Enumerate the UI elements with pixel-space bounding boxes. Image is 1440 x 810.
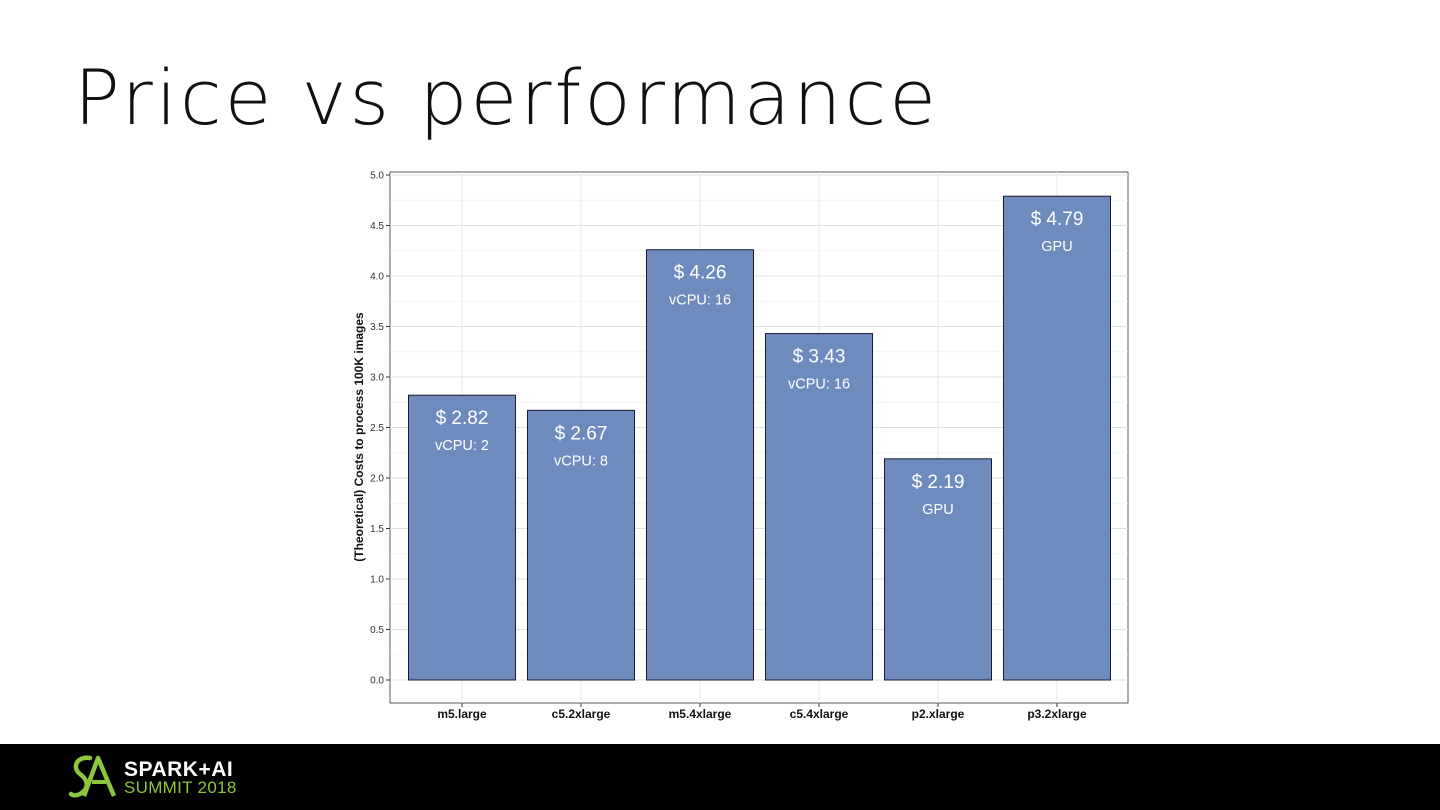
bar-sub-label: vCPU: 16 (669, 293, 731, 309)
footer-bar: SPARK+AI SUMMIT 2018 (0, 744, 1440, 810)
y-tick-label: 2.0 (370, 474, 384, 485)
bar-value-label: $ 4.79 (1031, 209, 1084, 230)
bar-value-label: $ 2.19 (912, 472, 965, 493)
bar-sub-label: GPU (922, 502, 953, 518)
slide-title: Price vs performance (74, 53, 940, 142)
y-tick-label: 3.5 (370, 322, 384, 333)
bar-c5.4xlarge (765, 333, 873, 681)
bar-value-label: $ 3.43 (793, 347, 846, 368)
axis-layer: 0.0 0.5 1.0 1.5 2.0 2.5 3.0 3.5 4.0 4.5 5.0 m5.larg… (352, 171, 1087, 722)
bar-c5.2xlarge (527, 409, 635, 681)
bar-value-label: $ 4.26 (674, 263, 727, 284)
y-tick-label: 0.5 (370, 625, 384, 636)
x-tick-label: m5.large (437, 707, 487, 721)
y-tick-label: 3.0 (370, 373, 384, 384)
bar-sub-label: vCPU: 8 (554, 453, 608, 469)
bar-m5.4xlarge (646, 249, 754, 681)
x-tick-label: c5.2xlarge (552, 707, 611, 721)
bar-value-label: $ 2.82 (436, 408, 489, 429)
bar-p3.2xlarge (1003, 195, 1111, 681)
y-axis-label: (Theoretical) Costs to process 100K imag… (352, 312, 366, 562)
bar-sub-label: vCPU: 2 (435, 438, 489, 454)
bar-value-label: $ 2.67 (555, 423, 608, 444)
x-tick-label: c5.4xlarge (790, 707, 849, 721)
y-tick-label: 5.0 (370, 171, 384, 182)
bar-chart: $ 2.82 vCPU: 2 $ 2.67 vCPU: 8 $ 4.26 vCPU: 16… (352, 171, 1129, 722)
y-tick-label: 4.0 (370, 272, 384, 283)
logo-text-summit: SUMMIT 2018 (124, 778, 237, 797)
spark-ai-logo-icon (68, 755, 117, 798)
y-tick-label: 0.0 (370, 676, 384, 687)
y-tick-label: 2.5 (370, 423, 384, 434)
x-tick-label: p2.xlarge (912, 707, 965, 721)
y-tick-label: 1.0 (370, 575, 384, 586)
logo-text-spark-ai: SPARK+AI (124, 758, 234, 781)
bars-layer: $ 2.82 vCPU: 2 $ 2.67 vCPU: 8 $ 4.26 vCPU: 16… (408, 195, 1111, 681)
bar-sub-label: vCPU: 16 (788, 377, 850, 393)
bar-p2.xlarge (884, 458, 992, 681)
bar-m5.large (408, 394, 516, 681)
y-tick-label: 4.5 (370, 221, 384, 232)
x-tick-label: m5.4xlarge (669, 707, 732, 721)
y-tick-label: 1.5 (370, 524, 384, 535)
bar-sub-label: GPU (1041, 239, 1072, 255)
x-tick-label: p3.2xlarge (1027, 707, 1087, 721)
